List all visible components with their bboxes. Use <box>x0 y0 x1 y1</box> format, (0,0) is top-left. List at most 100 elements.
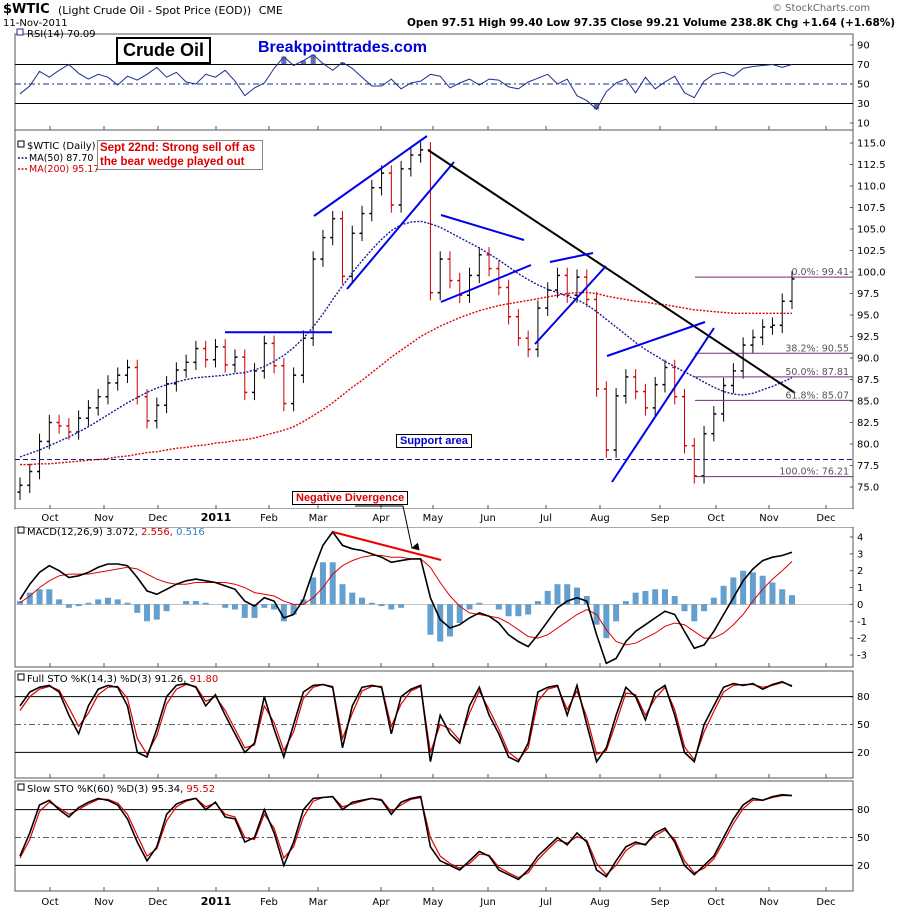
x-tick-label-bottom: Jul <box>539 897 552 908</box>
y-tick-label-price: 112.5 <box>857 160 886 171</box>
macd-histogram-bar <box>466 604 473 610</box>
small-wedge-upper-line <box>549 252 594 263</box>
y-tick-label-price: 105.0 <box>857 225 886 236</box>
macd-histogram-bar <box>622 601 629 605</box>
x-tick-label-mid: Dec <box>816 513 835 524</box>
macd-histogram-bar <box>779 589 786 605</box>
x-tick-label-mid: May <box>423 513 444 524</box>
crude-oil-title: Crude Oil <box>123 40 205 60</box>
x-tick-label-mid: Oct <box>41 513 58 524</box>
price-legend-swatch <box>17 140 25 148</box>
divergence-line <box>332 531 442 561</box>
ma50-legend: MA(50) 87.70 <box>29 153 93 164</box>
sept-22-note: Sept 22nd: Strong sell off as the bear w… <box>97 140 263 170</box>
slow-sto-k-line <box>19 793 793 881</box>
macd-histogram-bar <box>65 604 72 608</box>
y-tick-label-macd: 0 <box>857 600 863 611</box>
ma50-line <box>19 220 793 458</box>
macd-histogram-bar <box>144 604 151 622</box>
y-tick-label-price: 115.0 <box>857 139 886 150</box>
macd-histogram-bar <box>456 604 463 623</box>
macd-histogram-bar <box>642 590 649 605</box>
x-tick-label-mid: Mar <box>309 513 329 524</box>
wedge-lower-line <box>346 161 455 290</box>
negative-divergence-label: Negative Divergence <box>292 491 409 505</box>
fib-label: 38.2%: 90.55 <box>785 343 849 354</box>
y-tick-label-full_sto: 80 <box>857 692 870 703</box>
macd-histogram-bar <box>495 604 502 610</box>
y-tick-label-price: 92.5 <box>857 332 879 343</box>
header-date: 11-Nov-2011 <box>3 18 68 29</box>
y-tick-label-macd: -3 <box>857 651 867 662</box>
x-tick-label-bottom: Dec <box>816 897 835 908</box>
x-tick-label-mid: Nov <box>759 513 779 524</box>
x-tick-label-bottom: Aug <box>590 897 610 908</box>
macd-histogram-bar <box>534 601 541 605</box>
macd-histogram-bar <box>749 572 756 605</box>
macd-histogram-bar <box>564 584 571 605</box>
macd-histogram-bar <box>231 604 238 610</box>
x-tick-label-mid: Jul <box>539 513 552 524</box>
macd-histogram-bar <box>339 584 346 605</box>
bear-wedge-upper-line <box>606 321 706 357</box>
y-tick-label-macd: -2 <box>857 634 867 645</box>
x-tick-label-bottom: Jun <box>479 897 496 908</box>
y-tick-label-macd: 1 <box>857 583 863 594</box>
y-tick-label-rsi: 30 <box>857 99 870 110</box>
macd-histogram-bar <box>104 597 111 605</box>
macd-histogram-bar <box>368 602 375 605</box>
macd-histogram-bar <box>261 604 268 608</box>
y-tick-label-price: 110.0 <box>857 182 886 193</box>
macd-histogram-bar <box>525 604 532 615</box>
fib-label: 100.0%: 76.21 <box>779 467 849 478</box>
macd-histogram-bar <box>310 577 317 605</box>
macd-histogram-bar <box>398 604 405 608</box>
small-wedge-lower-line <box>534 265 607 345</box>
x-tick-label-bottom: Dec <box>148 897 167 908</box>
x-tick-label-mid: Aug <box>590 513 610 524</box>
exchange-label: CME <box>258 4 283 17</box>
axis-strip <box>15 509 853 527</box>
y-tick-label-full_sto: 20 <box>857 748 870 759</box>
divergence-arrow <box>355 505 420 551</box>
ticker-symbol: $WTIC <box>3 2 50 17</box>
macd-histogram-bar <box>388 604 395 610</box>
macd-histogram-bar <box>720 585 727 605</box>
macd-histogram-bar <box>446 604 453 637</box>
y-tick-label-rsi: 50 <box>857 80 870 91</box>
macd-histogram-bar <box>613 604 620 622</box>
macd-histogram-bar <box>378 604 385 607</box>
macd-histogram-bar <box>17 601 23 605</box>
macd-histogram-bar <box>427 604 434 635</box>
support-area-label: Support area <box>396 434 472 448</box>
macd-histogram-bar <box>632 592 639 605</box>
macd-histogram-bar <box>691 604 698 622</box>
full-sto-legend-swatch <box>17 673 25 681</box>
x-tick-label-bottom: Mar <box>309 897 329 908</box>
macd-histogram-bar <box>75 604 82 607</box>
macd-histogram-bar <box>163 604 170 612</box>
macd-legend-swatch <box>17 526 25 534</box>
x-tick-label-bottom: Nov <box>94 897 114 908</box>
y-tick-label-full_sto: 50 <box>857 720 870 731</box>
x-tick-label-bottom: 2011 <box>201 895 232 908</box>
macd-histogram-bar <box>544 590 551 605</box>
x-tick-label-mid: Dec <box>148 513 167 524</box>
macd-histogram-bar <box>271 604 278 610</box>
x-tick-label-mid: Nov <box>94 513 114 524</box>
fib-label: 61.8%: 85.07 <box>785 390 849 401</box>
y-tick-label-price: 87.5 <box>857 375 879 386</box>
site-label: Breakpointtrades.com <box>258 39 427 56</box>
rsi-line <box>19 54 793 111</box>
macd-histogram-bar <box>476 602 483 605</box>
slow-sto-d-line <box>19 794 792 879</box>
macd-histogram-bar <box>183 601 190 605</box>
macd-histogram-bar <box>153 604 160 620</box>
flag-lower-line <box>440 264 532 303</box>
macd-histogram-bar <box>124 602 131 605</box>
y-tick-label-price: 90.0 <box>857 354 879 365</box>
y-tick-label-macd: -1 <box>857 617 867 628</box>
ma200-line <box>20 291 792 466</box>
macd-histogram-bar <box>554 584 561 605</box>
